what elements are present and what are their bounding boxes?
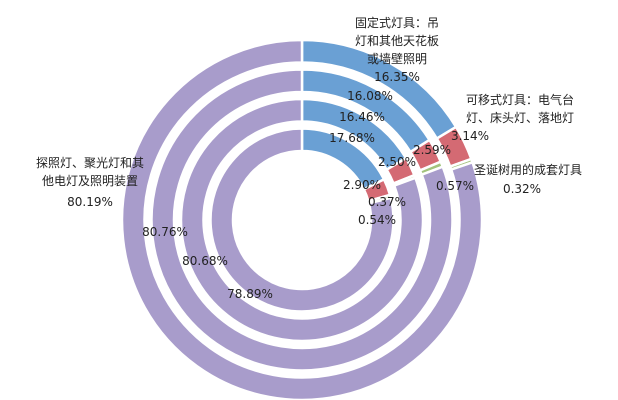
category-label-4-line1: 探照灯、聚光灯和其 [36,156,144,170]
value-label-ring4-cat1: 17.68% [329,131,375,145]
value-label-ring1-cat2: 3.14% [451,129,489,143]
value-label-ring3-cat4: 80.68% [182,254,228,268]
slice-ring1-cat4 [120,38,484,400]
category-label-1-line2: 灯和其他天花板 [355,33,439,48]
value-label-ring3-cat2: 2.50% [378,155,416,169]
value-label-ring2-cat2: 2.59% [413,143,451,157]
value-label-ring4-cat2: 2.90% [343,178,381,192]
rings-group [120,38,484,400]
value-label-ring2-cat3: 0.57% [436,179,474,193]
value-label-ring3-cat3: 0.37% [368,195,406,209]
value-label-ring2-cat4: 80.76% [142,225,188,239]
category-label-3-line1: 圣诞树用的成套灯具 [474,162,582,177]
value-label-ring1-cat1: 16.35% [374,70,420,84]
value-label-ring1-cat4: 80.19% [67,195,113,209]
category-label-1-line3: 或墙壁照明 [367,51,427,66]
value-label-ring2-cat1: 16.08% [347,89,393,103]
value-label-ring3-cat1: 16.46% [339,110,385,124]
category-label-4-line2: 他电灯及照明装置 [42,174,138,188]
category-label-2-line1: 可移式灯具：电气台 [466,92,574,107]
value-label-ring4-cat4: 78.89% [227,287,273,301]
slice-ring4-cat4 [209,127,395,313]
category-label-1-line1: 固定式灯具：吊 [355,15,439,30]
slice-ring2-cat4 [150,68,454,372]
value-label-ring4-cat3: 0.54% [358,213,396,227]
category-label-2-line2: 灯、床头灯、落地灯 [466,111,574,125]
slice-ring3-cat4 [179,97,425,343]
value-label-ring1-cat3: 0.32% [503,182,541,196]
labels-group: 固定式灯具：吊灯和其他天花板或墙壁照明可移式灯具：电气台灯、床头灯、落地灯圣诞树… [36,15,582,301]
